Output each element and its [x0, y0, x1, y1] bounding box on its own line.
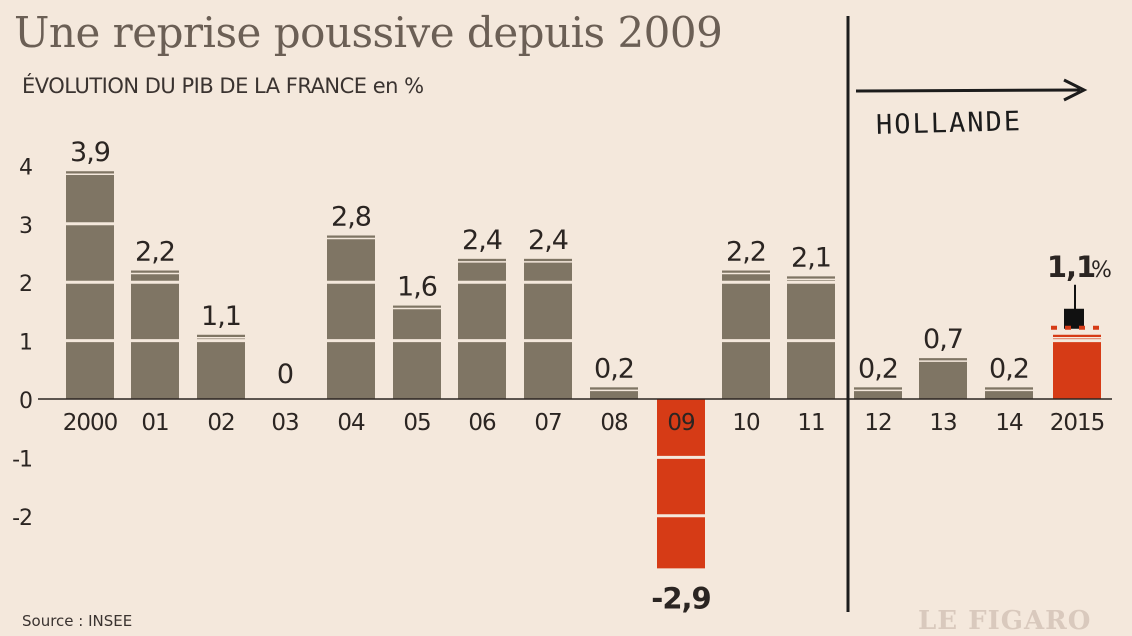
value-label: 2,1 [791, 242, 831, 273]
x-tick-label: 2015 [1050, 410, 1105, 436]
y-tick-label: 2 [19, 272, 32, 297]
x-tick-label: 01 [141, 410, 168, 436]
x-tick-label: 05 [403, 410, 430, 436]
chart-title: Une reprise poussive depuis 2009 [14, 8, 723, 57]
y-tick-label: 4 [19, 155, 32, 180]
value-label: 0,7 [923, 324, 963, 355]
value-label: 2,4 [528, 225, 568, 256]
x-tick-label: 10 [732, 410, 760, 436]
value-label: 2,2 [135, 237, 175, 268]
bar-13 [919, 358, 967, 399]
value-label: 0,2 [594, 353, 634, 384]
value-label: 2,8 [331, 201, 371, 232]
bar-05 [393, 305, 441, 399]
hollande-annotation: HOLLANDE [875, 106, 1023, 141]
bar-06 [458, 258, 506, 399]
x-tick-label: 04 [337, 410, 365, 436]
value-label: -2,9 [651, 581, 710, 615]
bar-12 [854, 387, 902, 399]
x-tick-label: 09 [667, 410, 695, 436]
bar-04 [327, 235, 375, 399]
bar-2000 [66, 171, 114, 399]
bar-14 [985, 387, 1033, 399]
y-tick-label: -2 [12, 506, 32, 531]
value-label: 0,2 [989, 353, 1029, 384]
x-tick-label: 11 [797, 410, 824, 436]
bar-09 [657, 399, 705, 569]
bar-08 [590, 387, 638, 399]
bar-2015 [1053, 334, 1101, 399]
value-label: 3,9 [70, 137, 110, 168]
value-label: 0,2 [858, 353, 898, 384]
chart-subtitle: ÉVOLUTION DU PIB DE LA FRANCE en % [22, 74, 424, 98]
x-tick-label: 14 [995, 410, 1023, 436]
value-label: 1,1 [1047, 250, 1095, 284]
value-label-suffix: % [1091, 258, 1111, 283]
brand-watermark: LE FIGARO [918, 606, 1092, 636]
x-tick-label: 12 [864, 410, 891, 436]
value-label: 2,2 [726, 237, 766, 268]
x-tick-label: 06 [468, 410, 496, 436]
y-tick-label: 3 [19, 214, 32, 239]
bar-11 [787, 276, 835, 399]
value-label: 0 [277, 359, 293, 390]
hollande-arrow-shaft [855, 88, 1081, 93]
y-tick-label: 1 [19, 331, 32, 356]
x-tick-label: 2000 [63, 410, 118, 436]
value-label: 1,1 [201, 301, 241, 332]
x-tick-label: 03 [271, 410, 298, 436]
bar-01 [131, 270, 179, 399]
x-tick-label: 07 [534, 410, 561, 436]
estimate-marker [1064, 308, 1084, 329]
x-tick-label: 13 [929, 410, 956, 436]
x-tick-label: 08 [600, 410, 628, 436]
bar-02 [197, 334, 245, 399]
hollande-arrow-head [1063, 78, 1088, 102]
y-tick-label: -1 [12, 447, 32, 472]
y-tick-label: 0 [19, 389, 32, 414]
source-note: Source : INSEE [22, 612, 133, 630]
x-tick-label: 02 [207, 410, 234, 436]
value-label: 1,6 [397, 272, 437, 303]
bar-07 [524, 258, 572, 399]
value-label: 2,4 [462, 225, 502, 256]
bar-10 [722, 270, 770, 399]
